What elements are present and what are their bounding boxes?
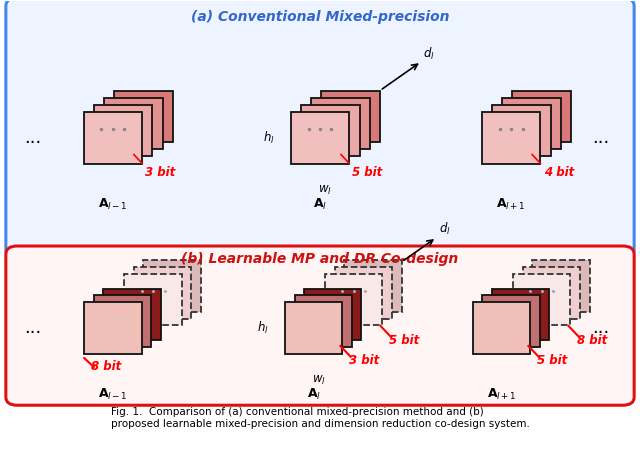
Text: $d_l$: $d_l$ bbox=[423, 45, 435, 62]
Bar bbox=[301, 105, 360, 156]
Bar bbox=[532, 261, 589, 312]
Bar bbox=[84, 302, 141, 354]
Bar bbox=[124, 274, 182, 325]
Bar bbox=[344, 261, 401, 312]
Bar bbox=[492, 105, 550, 156]
Bar bbox=[321, 90, 380, 142]
Text: 4 bit: 4 bit bbox=[543, 166, 574, 179]
Text: $h_l$: $h_l$ bbox=[257, 320, 269, 336]
Bar bbox=[304, 289, 362, 340]
Bar bbox=[513, 274, 570, 325]
Text: $\mathbf{A}_{l-1}$: $\mathbf{A}_{l-1}$ bbox=[98, 387, 128, 402]
Text: 8 bit: 8 bit bbox=[91, 360, 121, 374]
Text: $w_l$: $w_l$ bbox=[312, 374, 326, 387]
Text: ...: ... bbox=[24, 319, 42, 337]
Bar bbox=[483, 296, 540, 347]
Bar bbox=[114, 90, 173, 142]
Bar bbox=[104, 98, 163, 149]
Text: 5 bit: 5 bit bbox=[537, 354, 567, 367]
Bar bbox=[523, 267, 580, 319]
Bar bbox=[94, 296, 151, 347]
Bar bbox=[291, 112, 349, 163]
Bar bbox=[492, 289, 549, 340]
Bar bbox=[285, 302, 342, 354]
Text: 3 bit: 3 bit bbox=[349, 354, 379, 367]
Bar bbox=[482, 112, 540, 163]
Text: $\mathbf{A}_{l+1}$: $\mathbf{A}_{l+1}$ bbox=[487, 387, 516, 402]
Text: $h_l$: $h_l$ bbox=[263, 130, 275, 146]
Text: ...: ... bbox=[592, 129, 609, 147]
Text: ...: ... bbox=[592, 319, 609, 337]
Text: 8 bit: 8 bit bbox=[577, 333, 607, 346]
Text: $\mathbf{A}_{l-1}$: $\mathbf{A}_{l-1}$ bbox=[98, 197, 128, 212]
Bar bbox=[513, 90, 571, 142]
Text: ...: ... bbox=[24, 129, 42, 147]
Bar bbox=[335, 267, 392, 319]
Bar bbox=[94, 105, 152, 156]
Text: 3 bit: 3 bit bbox=[145, 166, 175, 179]
Bar bbox=[84, 112, 142, 163]
Text: (a) Conventional Mixed-precision: (a) Conventional Mixed-precision bbox=[191, 10, 449, 24]
Text: (b) Learnable MP and DR Co-design: (b) Learnable MP and DR Co-design bbox=[181, 252, 459, 266]
Bar bbox=[143, 261, 201, 312]
Text: Fig. 1.  Comparison of (a) conventional mixed-precision method and (b)
proposed : Fig. 1. Comparison of (a) conventional m… bbox=[111, 407, 529, 429]
Bar bbox=[103, 289, 161, 340]
FancyBboxPatch shape bbox=[6, 0, 634, 258]
FancyBboxPatch shape bbox=[6, 246, 634, 405]
Text: $d_l$: $d_l$ bbox=[438, 221, 450, 238]
Text: $\mathbf{A}_{l}$: $\mathbf{A}_{l}$ bbox=[313, 197, 327, 212]
Text: 5 bit: 5 bit bbox=[353, 166, 383, 179]
Bar bbox=[294, 296, 352, 347]
Bar bbox=[325, 274, 383, 325]
Bar bbox=[473, 302, 531, 354]
Bar bbox=[311, 98, 370, 149]
Text: $\mathbf{A}_{l+1}$: $\mathbf{A}_{l+1}$ bbox=[496, 197, 526, 212]
Bar bbox=[134, 267, 191, 319]
Text: $\mathbf{A}_{l}$: $\mathbf{A}_{l}$ bbox=[307, 387, 321, 402]
Bar bbox=[502, 98, 561, 149]
Text: 5 bit: 5 bit bbox=[389, 333, 419, 346]
Text: $w_l$: $w_l$ bbox=[318, 184, 332, 197]
